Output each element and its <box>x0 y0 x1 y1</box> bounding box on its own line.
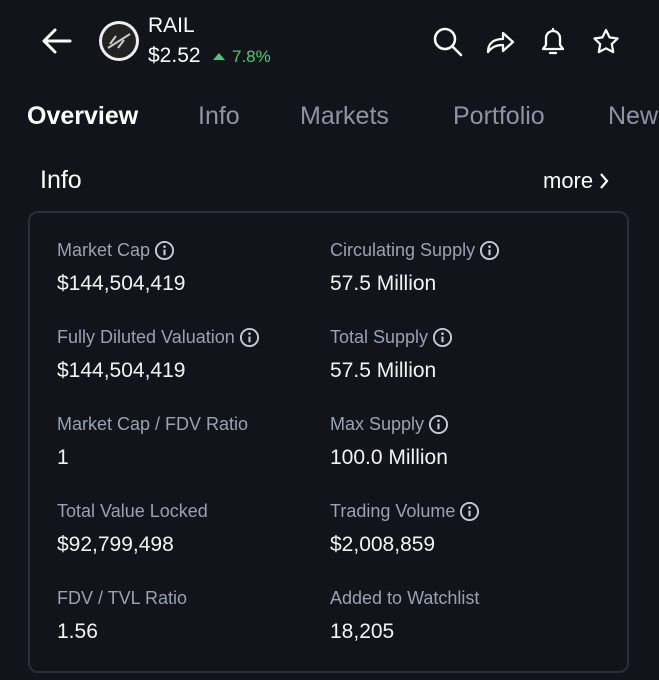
info-icon[interactable] <box>154 240 175 261</box>
token-symbol: RAIL <box>148 14 195 37</box>
stat-value: 18,205 <box>330 620 395 643</box>
tab[interactable]: New <box>608 102 659 130</box>
search-button[interactable] <box>432 26 464 58</box>
stat-label-text: FDV / TVL Ratio <box>57 588 188 608</box>
price-change: 7.8% <box>232 47 271 66</box>
watchlist-button[interactable] <box>591 27 621 57</box>
stat-label-text: Added to Watchlist <box>330 588 480 608</box>
tab[interactable]: Portfolio <box>453 102 545 130</box>
info-icon[interactable] <box>428 414 449 435</box>
back-button[interactable] <box>38 26 74 56</box>
stat-label-text: Circulating Supply <box>330 240 476 260</box>
chevron <box>600 173 609 189</box>
stat-value: 1 <box>57 446 69 469</box>
section-title: Info <box>40 166 82 194</box>
info-icon[interactable] <box>479 240 500 261</box>
stat-label: Fully Diluted Valuation <box>57 327 260 348</box>
stat-label: FDV / TVL Ratio <box>57 588 187 609</box>
info-card <box>28 211 629 673</box>
more-link[interactable]: more <box>543 168 609 194</box>
stat-label-text: Market Cap / FDV Ratio <box>57 414 249 434</box>
token-price: $2.52 <box>148 44 201 67</box>
tab[interactable]: Overview <box>27 102 139 130</box>
share-button[interactable] <box>485 28 517 56</box>
token-logo <box>99 21 139 61</box>
info-icon[interactable] <box>239 327 260 348</box>
stat-value: $144,504,419 <box>57 359 186 382</box>
stat-value: $2,008,859 <box>330 533 436 556</box>
stat-label-text: Total Value Locked <box>57 501 208 521</box>
stat-label-text: Max Supply <box>330 414 425 434</box>
stat-label: Market Cap <box>57 240 175 261</box>
stat-label: Total Supply <box>330 327 453 348</box>
stat-value: $144,504,419 <box>57 272 186 295</box>
stat-label: Circulating Supply <box>330 240 500 261</box>
more-text: more <box>543 168 594 193</box>
stat-label: Total Value Locked <box>57 501 208 522</box>
stat-value: 100.0 Million <box>330 446 448 469</box>
info-icon[interactable] <box>459 501 480 522</box>
alert-button[interactable] <box>539 26 567 58</box>
tab[interactable]: Info <box>198 102 240 130</box>
tab[interactable]: Markets <box>300 102 389 130</box>
stat-label-text: Fully Diluted Valuation <box>57 327 235 347</box>
stat-label-text: Market Cap <box>57 240 151 260</box>
stat-value: 57.5 Million <box>330 272 437 295</box>
stat-label: Added to Watchlist <box>330 588 479 609</box>
stat-label-text: Trading Volume <box>330 501 456 521</box>
stat-label: Market Cap / FDV Ratio <box>57 414 248 435</box>
stat-value: $92,799,498 <box>57 533 174 556</box>
stat-value: 1.56 <box>57 620 98 643</box>
stat-label-text: Total Supply <box>330 327 429 347</box>
up-arrow <box>213 53 225 60</box>
stat-value: 57.5 Million <box>330 359 437 382</box>
stat-label: Trading Volume <box>330 501 480 522</box>
info-icon[interactable] <box>432 327 453 348</box>
stat-label: Max Supply <box>330 414 449 435</box>
